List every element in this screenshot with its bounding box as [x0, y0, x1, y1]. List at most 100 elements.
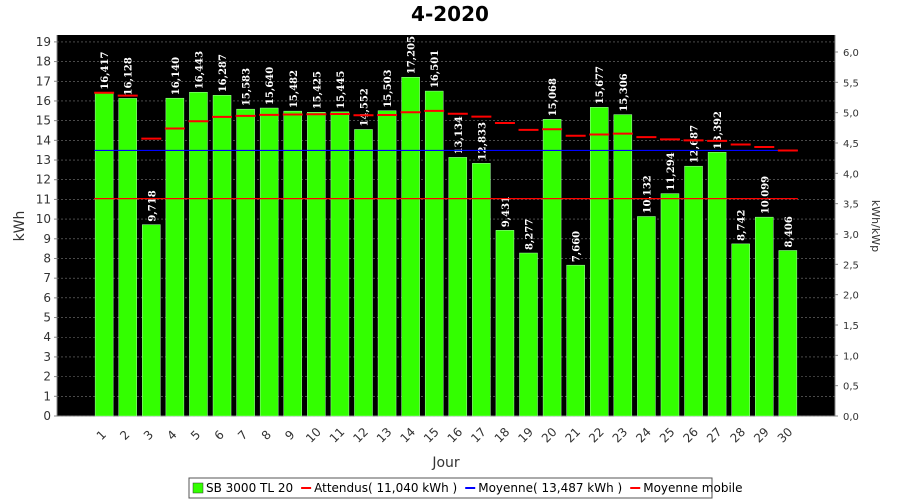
y2-tick-label: 5,5 — [843, 78, 859, 89]
bar — [684, 165, 703, 417]
legend-swatch — [192, 482, 204, 494]
legend-label: Moyenne mobile — [643, 481, 742, 495]
x-tick-label: 23 — [610, 425, 631, 446]
data-label: 15,583 — [242, 68, 253, 106]
y-tick-label: 8 — [43, 251, 51, 265]
data-label: 16,501 — [430, 50, 441, 88]
x-tick-label: 29 — [751, 425, 772, 446]
y2-tick-label: 3,5 — [843, 200, 859, 211]
y2-axis-label: kWh/kWp — [869, 200, 882, 252]
data-label: 17,205 — [407, 36, 418, 74]
data-label: 15,425 — [312, 71, 323, 109]
x-tick-label: 11 — [327, 425, 348, 446]
y-tick-label: 5 — [43, 311, 51, 325]
bar — [401, 76, 420, 417]
data-label: 15,445 — [336, 71, 347, 109]
x-tick-label: 22 — [586, 425, 607, 446]
bar — [519, 252, 538, 417]
x-tick-label: 13 — [374, 425, 395, 446]
y-tick-label: 14 — [36, 133, 51, 147]
data-label: 7,660 — [572, 231, 583, 262]
y-tick-label: 11 — [36, 192, 51, 206]
bar — [755, 216, 774, 417]
bar — [142, 224, 161, 417]
x-tick-label: 21 — [562, 425, 583, 446]
legend-label: Attendus( 11,040 kWh ) — [314, 481, 457, 495]
bar — [613, 114, 633, 417]
bar — [283, 110, 303, 417]
data-label: 9,718 — [147, 190, 158, 221]
bar — [566, 264, 585, 417]
y-tick-label: 9 — [43, 232, 51, 246]
y-tick-label: 7 — [43, 271, 51, 285]
data-label: 8,277 — [525, 219, 536, 250]
x-tick-label: 1 — [94, 428, 109, 443]
bar — [307, 112, 326, 417]
x-tick-label: 24 — [633, 425, 654, 446]
y2-tick-label: 6,0 — [843, 48, 859, 59]
bar — [660, 193, 680, 417]
data-label: 10,099 — [760, 176, 771, 214]
x-tick-label: 30 — [775, 425, 796, 446]
y-tick-label: 17 — [36, 74, 51, 88]
y-tick-label: 0 — [43, 409, 51, 423]
plot-area — [57, 35, 835, 416]
y-axis-label: kWh — [12, 211, 28, 242]
y2-tick-label: 4,0 — [843, 169, 859, 180]
data-label: 15,677 — [595, 66, 606, 104]
y2-tick-label: 2,5 — [843, 260, 859, 271]
y-tick-label: 13 — [36, 153, 51, 167]
y-tick-label: 12 — [36, 173, 51, 187]
data-label: 12,687 — [690, 125, 701, 163]
x-tick-label: 8 — [259, 428, 274, 443]
legend-label: Moyenne( 13,487 kWh ) — [478, 481, 622, 495]
bar — [165, 97, 185, 417]
bar — [94, 92, 114, 417]
data-label: 15,306 — [619, 73, 630, 111]
chart-title: 4-2020 — [411, 2, 489, 26]
bar — [354, 129, 373, 417]
data-label: 15,482 — [289, 70, 300, 108]
data-label: 8,742 — [737, 210, 748, 241]
data-label: 16,128 — [124, 57, 135, 95]
x-tick-label: 16 — [445, 425, 466, 446]
y-tick-label: 19 — [36, 35, 51, 49]
bar — [448, 157, 468, 417]
y2-tick-label: 3,0 — [843, 230, 859, 241]
x-tick-label: 18 — [492, 425, 513, 446]
x-tick-label: 28 — [728, 425, 749, 446]
y2-tick-label: 4,5 — [843, 139, 859, 150]
y-tick-label: 15 — [36, 114, 51, 128]
x-tick-label: 7 — [235, 428, 250, 443]
x-tick-label: 17 — [468, 425, 489, 446]
bar — [259, 107, 279, 417]
y2-tick-label: 5,0 — [843, 109, 859, 120]
bar — [472, 163, 491, 417]
bar — [542, 119, 562, 417]
y-tick-label: 1 — [43, 389, 51, 403]
data-label: 15,503 — [383, 69, 394, 107]
x-tick-label: 2 — [117, 428, 132, 443]
y2-tick-label: 1,5 — [843, 321, 859, 332]
x-tick-label: 4 — [164, 428, 179, 443]
data-label: 9,431 — [501, 196, 512, 227]
legend-label: SB 3000 TL 20 — [206, 481, 293, 495]
data-label: 16,287 — [218, 54, 229, 92]
data-label: 15,068 — [548, 78, 559, 116]
x-tick-label: 10 — [303, 425, 324, 446]
data-label: 16,140 — [171, 57, 182, 95]
x-tick-label: 27 — [704, 425, 725, 446]
x-axis-label: Jour — [431, 455, 460, 471]
x-tick-label: 15 — [421, 425, 442, 446]
y2-tick-label: 2,0 — [843, 291, 859, 302]
bar — [778, 250, 798, 417]
data-label: 11,294 — [666, 152, 677, 190]
data-label: 8,406 — [784, 216, 795, 247]
y2-tick-label: 1,0 — [843, 351, 859, 362]
x-tick-label: 14 — [397, 425, 418, 446]
x-tick-label: 9 — [282, 428, 297, 443]
bar — [377, 110, 397, 417]
legend — [188, 477, 713, 499]
y-tick-label: 18 — [36, 55, 51, 69]
y-tick-label: 6 — [43, 291, 51, 305]
